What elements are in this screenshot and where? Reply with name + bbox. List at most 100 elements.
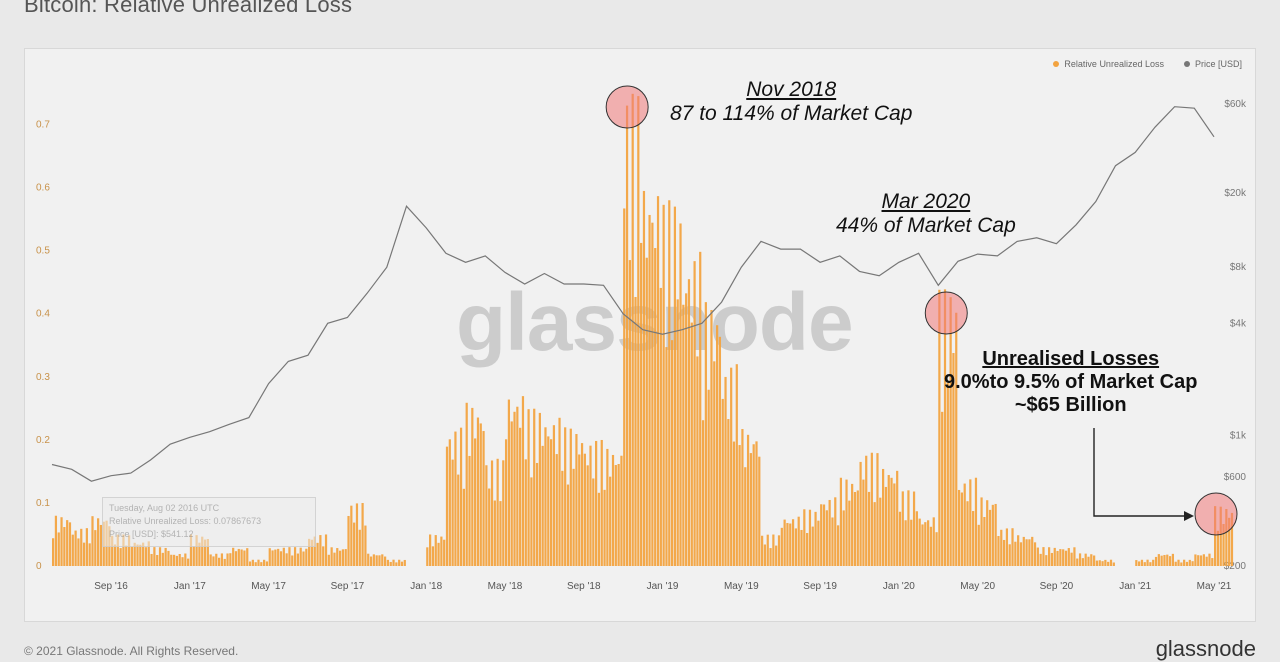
bar-rul	[218, 557, 221, 566]
bar-rul	[870, 452, 873, 566]
bar-rul	[910, 519, 913, 566]
bar-rul	[1059, 549, 1062, 566]
bar-rul	[693, 261, 696, 566]
bar-rul	[181, 557, 184, 566]
legend-item-rul[interactable]: Relative Unrealized Loss	[1053, 59, 1164, 69]
bar-rul	[1222, 524, 1225, 566]
bar-rul	[741, 429, 744, 566]
bar-rul	[946, 382, 949, 566]
bar-rul	[896, 470, 899, 566]
bar-rul	[1064, 550, 1068, 566]
bar-rul	[1081, 558, 1084, 566]
bar-rul	[504, 439, 508, 566]
bar-rul	[496, 458, 499, 566]
bar-rul	[97, 518, 100, 566]
bar-rul	[716, 325, 719, 566]
bar-rul	[1146, 559, 1149, 566]
bar-rul	[986, 500, 989, 566]
legend-label-rul: Relative Unrealized Loss	[1064, 59, 1164, 69]
bar-rul	[277, 548, 280, 566]
bar-rul	[732, 441, 736, 566]
bar-rul	[476, 417, 480, 566]
bar-rul	[977, 524, 980, 566]
bar-rul	[1177, 559, 1180, 566]
bar-rul	[293, 547, 297, 566]
legend-item-price[interactable]: Price [USD]	[1183, 59, 1242, 69]
bar-rul	[828, 499, 831, 566]
bar-rul	[122, 534, 125, 566]
bar-rul	[521, 396, 525, 566]
bar-rul	[178, 554, 181, 566]
bar-rul	[1202, 554, 1205, 566]
bar-rul	[673, 206, 677, 567]
bar-rul	[648, 214, 651, 566]
bar-rul	[344, 549, 347, 566]
bar-rul	[299, 547, 302, 566]
bar-rul	[57, 532, 60, 566]
bar-rul	[443, 539, 446, 566]
bar-rul	[1048, 547, 1051, 566]
bar-rul	[308, 538, 311, 566]
bar-rul	[189, 534, 193, 566]
bar-rul	[713, 361, 716, 566]
bar-rul	[330, 547, 333, 566]
bar-rul	[735, 364, 738, 566]
bar-rul	[544, 427, 547, 566]
bar-rul	[243, 550, 246, 566]
bar-rul	[738, 445, 741, 566]
bar-rul	[1098, 560, 1101, 566]
bar-rul	[744, 467, 747, 566]
bar-rul	[350, 505, 353, 566]
bar-rul	[606, 448, 609, 566]
bar-rul	[935, 532, 938, 566]
annotation-current-line2: ~$65 Billion	[1014, 394, 1127, 416]
bar-rul	[1112, 562, 1115, 566]
bar-rul	[637, 96, 640, 566]
bar-rul	[808, 509, 812, 566]
bar-rul	[260, 562, 263, 566]
bar-rul	[766, 534, 769, 566]
bar-rul	[400, 561, 404, 566]
legend: Relative Unrealized Loss Price [USD]	[1053, 59, 1242, 69]
bar-rul	[730, 367, 733, 566]
y-left-tick-label: 0.2	[36, 435, 50, 446]
bar-rul	[834, 497, 837, 566]
bar-rul	[1028, 539, 1031, 566]
bar-rul	[510, 421, 513, 566]
bar-rul	[127, 535, 131, 566]
bar-rul	[302, 551, 305, 566]
bar-rul	[310, 539, 314, 566]
bar-rul	[212, 556, 215, 566]
x-tick-label: Sep '16	[94, 581, 128, 592]
bar-rul	[1095, 560, 1099, 566]
bar-rul	[997, 536, 1000, 566]
bar-rul	[333, 552, 336, 566]
bar-rul	[85, 528, 88, 566]
bar-rul	[1050, 552, 1054, 566]
bar-rul	[1078, 553, 1082, 566]
bar-rul	[634, 296, 637, 566]
bar-rul	[586, 465, 589, 566]
bar-rul	[1019, 542, 1023, 566]
bar-rul	[777, 535, 781, 566]
bar-rul	[1109, 559, 1113, 566]
bar-rul	[1228, 517, 1231, 566]
bar-rul	[972, 511, 975, 566]
bar-rul	[485, 465, 488, 566]
bar-rul	[533, 408, 536, 566]
bar-rul	[158, 547, 162, 566]
bar-rul	[659, 287, 662, 566]
bar-rul	[566, 484, 570, 566]
highlight-circle-current	[1194, 492, 1238, 536]
bar-rul	[474, 438, 477, 566]
bar-rul	[1005, 528, 1009, 566]
bar-rul	[167, 550, 170, 566]
bar-rul	[696, 356, 699, 566]
bar-rul	[1191, 561, 1194, 566]
bar-rul	[403, 559, 406, 566]
bar-rul	[718, 336, 722, 566]
bar-rul	[52, 538, 55, 566]
bar-rul	[490, 460, 494, 566]
bar-rul	[1039, 553, 1042, 566]
